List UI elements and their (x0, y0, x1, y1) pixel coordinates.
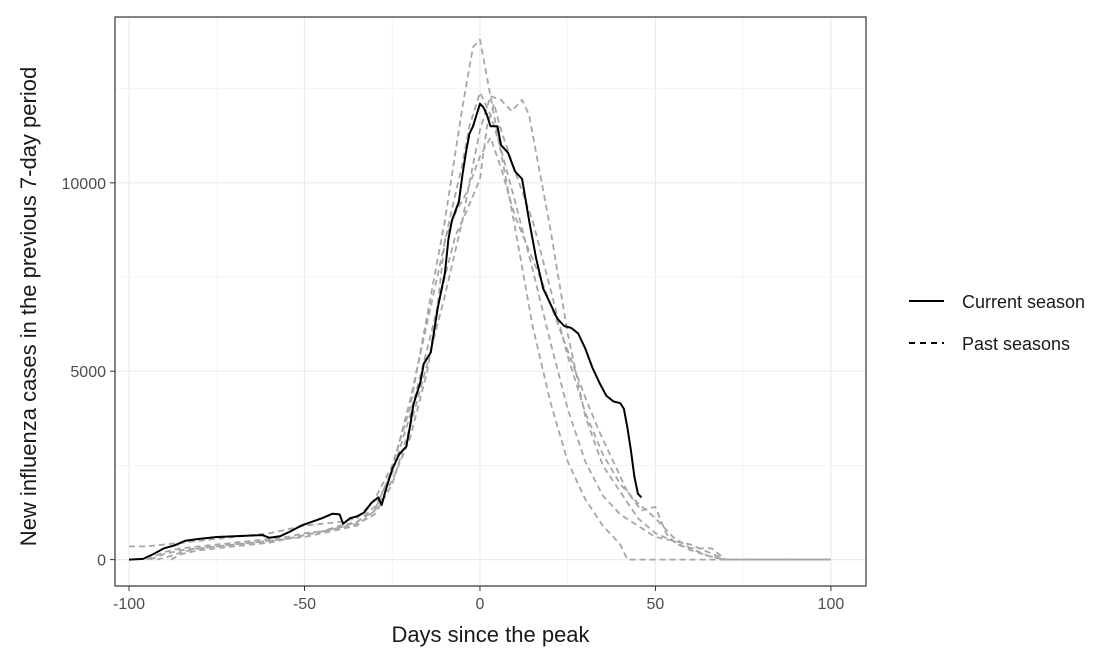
minor-gridlines (115, 17, 866, 586)
legend: Current season Past seasons (909, 292, 1085, 354)
x-tick-label: -50 (293, 596, 316, 613)
past-season-line-1 (129, 38, 831, 561)
y-tick-label: 10000 (62, 176, 107, 193)
x-tick-label: -100 (113, 596, 145, 613)
plot-border (114, 16, 867, 587)
current-season-line (128, 102, 643, 561)
x-tick-label: 50 (647, 596, 665, 613)
past-season-line-5 (170, 136, 831, 561)
x-tick-label: 0 (476, 596, 485, 613)
y-axis-ticks: 0 5000 10000 (62, 176, 115, 570)
x-axis-title: Days since the peak (391, 622, 590, 647)
past-season-line-2 (146, 95, 831, 561)
current-season-series-line (128, 102, 643, 561)
x-tick-label: 100 (818, 596, 845, 613)
past-season-line-4 (149, 102, 831, 561)
major-gridlines (115, 17, 866, 586)
legend-label-current-season: Current season (962, 292, 1085, 312)
legend-label-past-seasons: Past seasons (962, 334, 1070, 354)
y-axis-title: New influenza cases in the previous 7-da… (16, 67, 41, 546)
x-axis-ticks: -100 -50 0 50 100 (113, 586, 844, 613)
y-tick-label: 5000 (70, 364, 106, 381)
y-tick-label: 0 (97, 553, 106, 570)
plot-panel (115, 17, 866, 586)
past-seasons-lines (129, 38, 831, 561)
